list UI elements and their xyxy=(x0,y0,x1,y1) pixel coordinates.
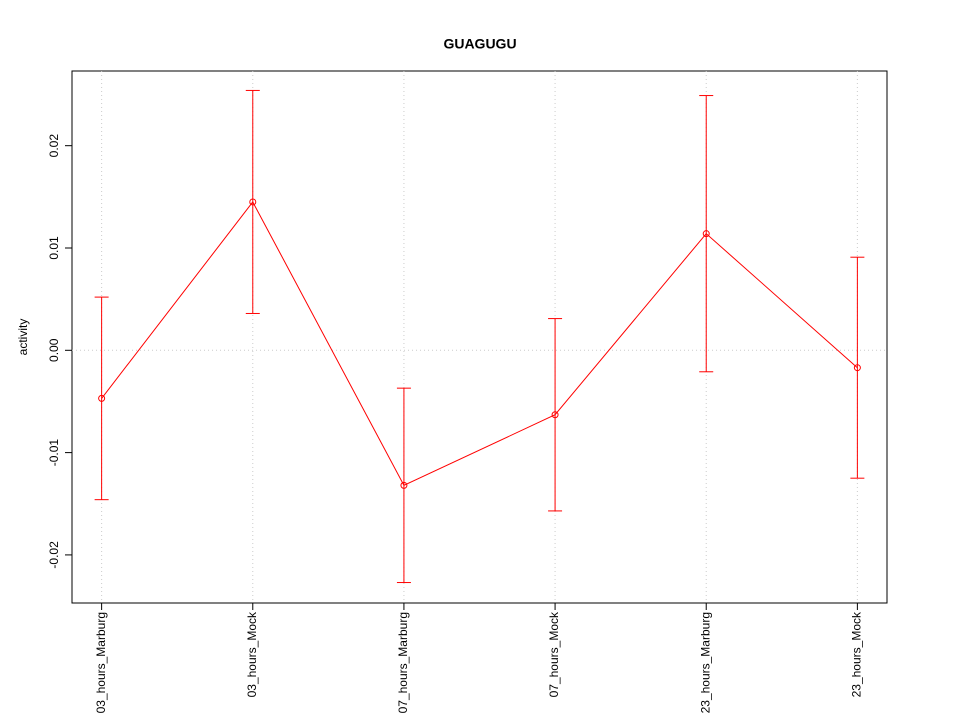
y-tick-label: 0.00 xyxy=(47,338,61,362)
x-tick-label: 03_hours_Mock xyxy=(245,611,259,697)
plot-frame xyxy=(71,70,888,604)
y-axis-title: activity xyxy=(16,319,30,356)
chart-title: GUAGUGU xyxy=(443,36,516,52)
x-tick-label: 03_hours_Marburg xyxy=(94,612,108,713)
point xyxy=(249,198,257,206)
error-bar xyxy=(245,89,260,314)
point xyxy=(702,230,710,238)
y-tick-label: 0.02 xyxy=(47,134,61,158)
error-bar xyxy=(850,256,865,479)
point xyxy=(853,364,861,372)
error-bar xyxy=(396,387,411,584)
error-bar xyxy=(548,318,563,512)
point xyxy=(400,481,408,489)
y-tick-label: -0.01 xyxy=(47,439,61,467)
x-tick-label: 23_hours_Marburg xyxy=(698,612,712,713)
x-tick-label: 07_hours_Mock xyxy=(547,611,561,697)
point xyxy=(98,394,106,402)
y-tick-label: 0.01 xyxy=(47,236,61,260)
series-line xyxy=(101,201,858,486)
y-tick-label: -0.02 xyxy=(47,541,61,569)
error-bar xyxy=(699,95,714,373)
x-tick-label: 23_hours_Mock xyxy=(850,611,864,697)
error-bar xyxy=(94,296,109,501)
point xyxy=(551,411,559,419)
x-tick-label: 07_hours_Marburg xyxy=(396,612,410,713)
